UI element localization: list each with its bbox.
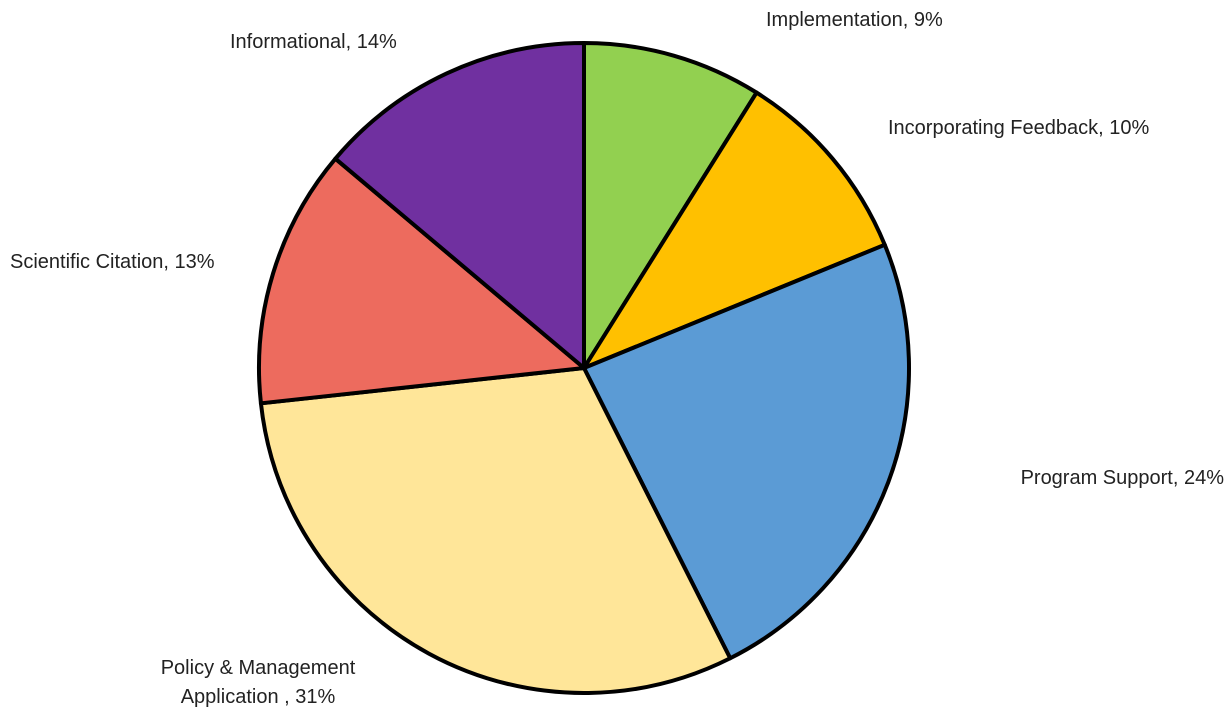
slice-label: Implementation, 9% [766,9,943,31]
pie-slice [257,156,586,406]
pie-slice [258,366,733,695]
slice-label: Scientific Citation, 13% [10,251,215,273]
slice-label: Program Support, 24% [1020,467,1224,489]
pie-slice [582,41,759,370]
slice-label: Informational, 14% [230,31,397,53]
pie-slice [582,90,887,370]
pie-slice [333,41,586,370]
pie-slice [582,242,911,661]
slice-label: Policy & Management Application , 31% [160,657,356,708]
slice-label: Incorporating Feedback, 10% [888,117,1150,139]
